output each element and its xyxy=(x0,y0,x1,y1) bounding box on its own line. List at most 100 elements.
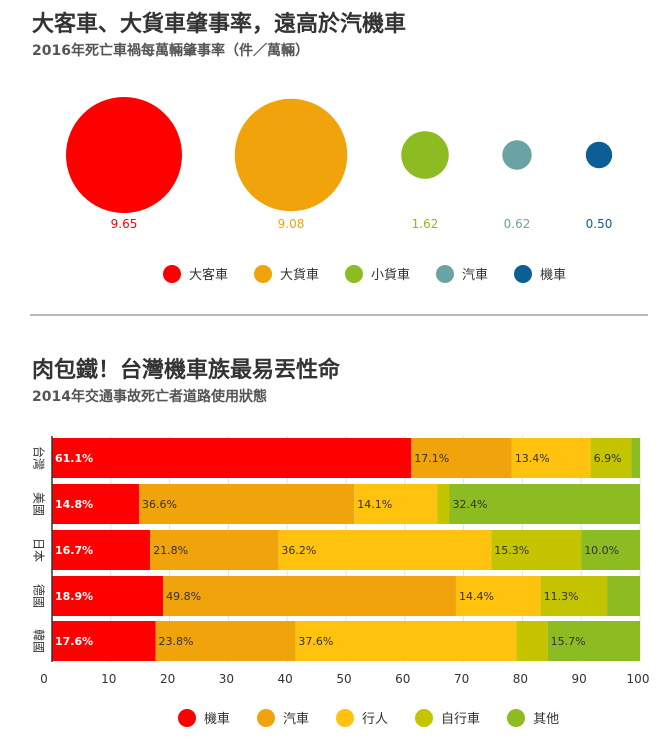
stacked-bar-chart: 61.1% 17.1% 13.4% 6.9% 台灣 14.8% 36.6% 14.1% 32.4… xyxy=(32,436,650,686)
legend-item-大貨車: 大貨車 xyxy=(254,264,319,283)
legend-swatch xyxy=(254,264,273,283)
legend-swatch xyxy=(507,708,526,727)
x-tick-label: 70 xyxy=(454,672,469,686)
bar-segment-韓國-自行車 xyxy=(516,621,548,661)
bar-data-label: 32.4% xyxy=(452,498,487,511)
chart2-subtitle: 2014年交通事故死亡者道路使用狀態 xyxy=(32,389,267,405)
x-tick-label: 100 xyxy=(627,672,650,686)
legend-label: 機車 xyxy=(204,712,231,727)
bar-segment-德國-自行車 xyxy=(540,576,608,616)
x-tick-label: 40 xyxy=(278,672,293,686)
legend-swatch xyxy=(336,708,355,727)
bubble-value-label: 0.50 xyxy=(586,217,613,231)
category-label: 日本 xyxy=(32,538,46,562)
legend-item-其他: 其他 xyxy=(507,708,559,727)
category-label: 韓國 xyxy=(32,629,46,653)
x-tick-label: 20 xyxy=(160,672,175,686)
legend-label: 行人 xyxy=(362,712,389,727)
bar-data-label: 17.6% xyxy=(55,635,93,648)
bubble-value-label: 0.62 xyxy=(504,217,531,231)
bar-segment-韓國-機車 xyxy=(52,621,156,661)
legend-item-機車: 機車 xyxy=(514,264,566,283)
legend-label: 機車 xyxy=(540,268,567,283)
bubble-機車 xyxy=(585,141,613,169)
legend-label: 小貨車 xyxy=(371,268,411,283)
x-tick-label: 30 xyxy=(219,672,234,686)
bar-segment-美國-自行車 xyxy=(437,484,450,524)
legend-swatch xyxy=(514,264,533,283)
category-label: 德國 xyxy=(32,584,47,608)
category-label: 台灣 xyxy=(32,446,47,470)
bar-segment-美國-其他 xyxy=(449,484,640,524)
bar-segment-德國-機車 xyxy=(52,576,164,616)
legend-item-小貨車: 小貨車 xyxy=(345,264,410,283)
x-tick-label: 80 xyxy=(513,672,528,686)
legend-item-行人: 行人 xyxy=(336,708,388,727)
legend-label: 汽車 xyxy=(283,712,310,727)
chart1-title: 大客車、大貨車肇事率，遠高於汽機車 xyxy=(32,12,407,37)
legend-swatch xyxy=(415,708,434,727)
legend-label: 大貨車 xyxy=(280,268,320,283)
bar-data-label: 61.1% xyxy=(55,452,93,465)
x-tick-label: 90 xyxy=(572,672,587,686)
x-tick-label: 60 xyxy=(395,672,410,686)
bar-segment-日本-機車 xyxy=(52,530,151,570)
bubble-大客車 xyxy=(66,97,182,213)
bar-segment-日本-自行車 xyxy=(491,530,582,570)
bar-data-label: 16.7% xyxy=(55,544,93,557)
legend-item-機車: 機車 xyxy=(178,708,230,727)
x-tick-label: 0 xyxy=(40,672,48,686)
bar-segment-台灣-機車 xyxy=(52,438,412,478)
bar-segment-韓國-汽車 xyxy=(155,621,296,661)
legend-label: 汽車 xyxy=(462,268,489,283)
bubble-value-label: 1.62 xyxy=(412,217,439,231)
bar-segment-台灣-自行車 xyxy=(590,438,632,478)
legend-item-汽車: 汽車 xyxy=(436,264,488,283)
bar-data-label: 11.3% xyxy=(544,590,579,603)
chart2-title: 肉包鐵！台灣機車族最易丟性命 xyxy=(32,358,341,383)
bar-segment-台灣-其他 xyxy=(631,438,640,478)
x-tick-label: 50 xyxy=(336,672,351,686)
legend-swatch xyxy=(163,264,181,283)
legend-swatch xyxy=(345,264,364,283)
bar-data-label: 10.0% xyxy=(584,544,619,557)
bar-data-label: 13.4% xyxy=(515,452,550,465)
bar-data-label: 14.8% xyxy=(55,498,93,511)
bubble-chart: 9.65 9.08 1.62 0.62 0.50 xyxy=(66,97,613,231)
bar-data-label: 36.6% xyxy=(142,498,177,511)
legend-label: 自行車 xyxy=(441,712,481,727)
legend-swatch xyxy=(436,264,455,283)
legend-label: 大客車 xyxy=(189,268,229,283)
bar-segment-德國-其他 xyxy=(607,576,640,616)
bar-segment-美國-機車 xyxy=(52,484,140,524)
legend-item-大客車: 大客車 xyxy=(163,264,228,283)
bar-data-label: 17.1% xyxy=(414,452,449,465)
bar-segment-韓國-其他 xyxy=(547,621,640,661)
bar-segment-日本-其他 xyxy=(581,530,640,570)
legend-swatch xyxy=(178,708,196,727)
bar-segment-台灣-行人 xyxy=(511,438,591,478)
bubble-value-label: 9.65 xyxy=(111,217,138,231)
bar-segment-美國-行人 xyxy=(354,484,438,524)
legend-swatch xyxy=(257,708,276,727)
bar-data-label: 18.9% xyxy=(55,590,93,603)
bar-data-label: 6.9% xyxy=(594,452,622,465)
bar-segment-台灣-汽車 xyxy=(411,438,512,478)
bar-legend: 機車 汽車 行人 自行車 其他 xyxy=(178,708,586,727)
bar-data-label: 36.2% xyxy=(281,544,316,557)
bubble-大貨車 xyxy=(234,98,348,212)
bar-data-label: 49.8% xyxy=(166,590,201,603)
bubble-汽車 xyxy=(502,140,532,170)
bubble-legend: 大客車 大貨車 小貨車 汽車 機車 xyxy=(163,264,592,283)
bar-data-label: 21.8% xyxy=(153,544,188,557)
category-label: 美國 xyxy=(32,492,46,516)
legend-label: 其他 xyxy=(533,712,560,727)
bar-data-label: 14.4% xyxy=(459,590,494,603)
bar-data-label: 37.6% xyxy=(298,635,333,648)
x-tick-label: 10 xyxy=(101,672,116,686)
bar-data-label: 15.7% xyxy=(551,635,586,648)
section-divider xyxy=(30,314,648,316)
legend-item-自行車: 自行車 xyxy=(415,708,480,727)
bar-segment-日本-汽車 xyxy=(150,530,279,570)
bubble-value-label: 9.08 xyxy=(278,217,305,231)
